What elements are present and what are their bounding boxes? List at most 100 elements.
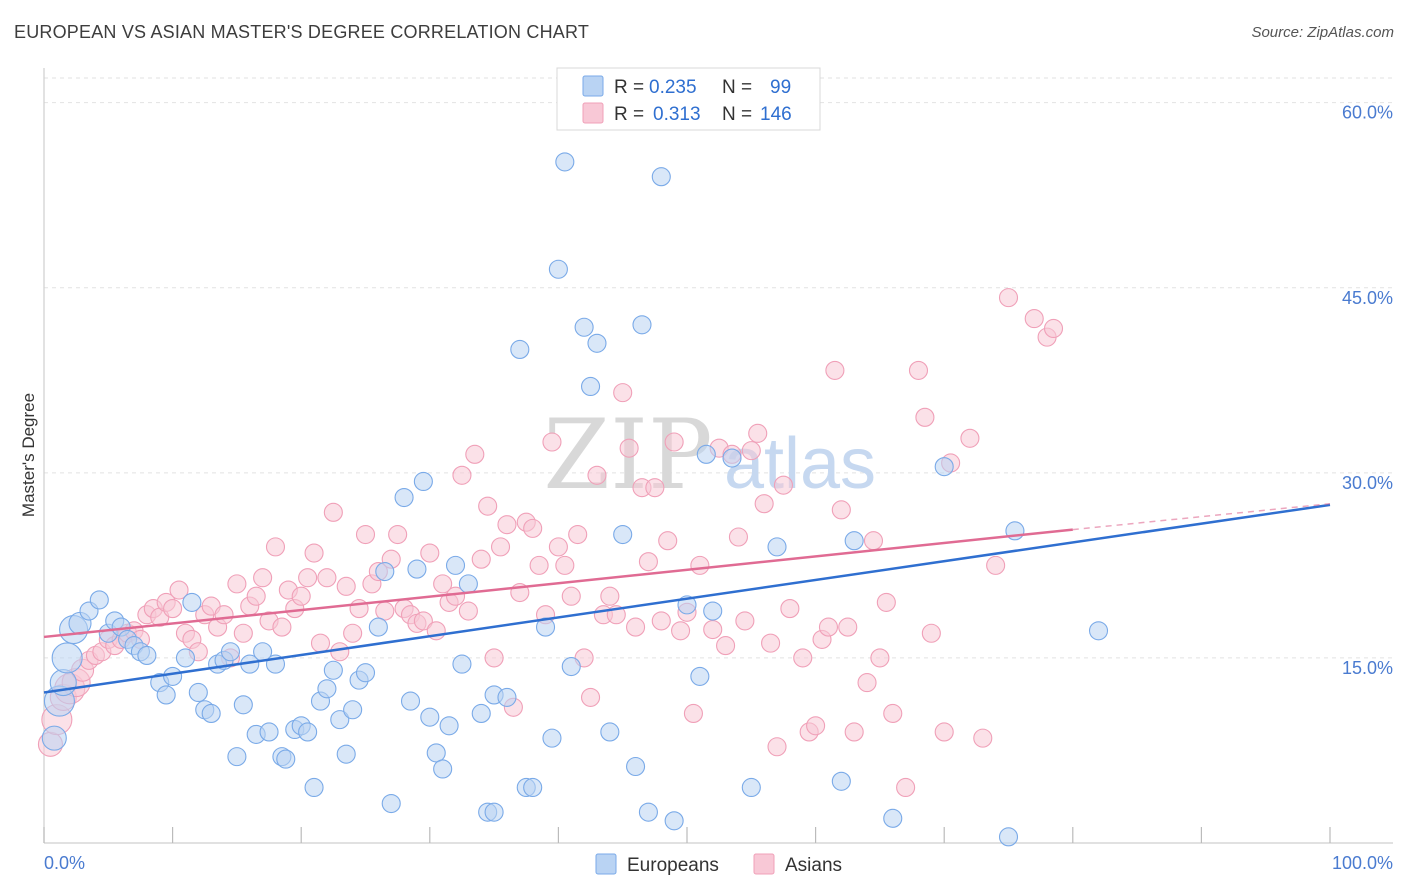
asians-point xyxy=(883,703,903,723)
europeans-point xyxy=(220,642,241,662)
europeans-point xyxy=(201,703,221,723)
europeans-point xyxy=(413,471,433,492)
legend-bottom-swatch-europeans xyxy=(595,853,617,875)
europeans-point xyxy=(696,444,716,464)
asians-point xyxy=(741,441,761,461)
asians-point xyxy=(233,623,253,643)
asians-point xyxy=(580,687,601,707)
legend-swatch-asians xyxy=(582,102,604,124)
asians-point xyxy=(844,722,864,742)
asians-point xyxy=(716,636,736,656)
asians-point xyxy=(561,586,581,606)
asians-point xyxy=(458,601,478,621)
asians-point xyxy=(413,611,433,631)
legend-r-value-asians: 0.313 xyxy=(653,104,701,125)
asians-point xyxy=(915,407,935,427)
asians-trend-line-extension xyxy=(1072,502,1331,531)
chart-title: EUROPEAN VS ASIAN MASTER'S DEGREE CORREL… xyxy=(14,22,590,42)
europeans-point xyxy=(548,259,568,279)
europeans-point xyxy=(613,524,633,545)
europeans-point xyxy=(523,777,543,798)
asians-point xyxy=(478,496,498,516)
asians-point xyxy=(600,586,620,606)
europeans-point xyxy=(375,561,395,582)
asians-point xyxy=(831,500,851,520)
europeans-point xyxy=(883,808,903,828)
europeans-point xyxy=(626,756,646,777)
asians-point xyxy=(671,621,691,641)
asians-point xyxy=(1043,318,1064,339)
asians-point xyxy=(690,555,710,575)
europeans-point xyxy=(703,601,723,621)
asians-point xyxy=(748,423,768,443)
asians-point xyxy=(529,555,549,575)
asians-point xyxy=(838,617,858,637)
asians-point xyxy=(664,432,684,452)
asians-point xyxy=(542,432,562,452)
asians-point xyxy=(298,568,318,588)
asians-point xyxy=(555,555,575,575)
europeans-point xyxy=(690,666,710,686)
europeans-point xyxy=(510,339,530,360)
asians-point xyxy=(857,673,877,693)
y-tick-label: 15.0% xyxy=(1342,658,1393,678)
asians-point xyxy=(523,518,543,538)
asians-point xyxy=(626,617,646,637)
asians-point xyxy=(310,633,331,653)
europeans-point xyxy=(182,592,202,612)
asians-point xyxy=(863,531,884,551)
europeans-point xyxy=(426,743,446,763)
europeans-point xyxy=(188,682,208,703)
asians-point xyxy=(767,737,787,757)
asians-point xyxy=(497,515,517,535)
asians-point xyxy=(806,716,826,736)
asians-point xyxy=(490,537,511,557)
asians-point xyxy=(973,728,993,748)
europeans-point xyxy=(41,725,67,751)
watermark-atlas: atlas xyxy=(724,424,876,504)
asians-point xyxy=(870,648,890,668)
europeans-point xyxy=(336,744,356,764)
europeans-point xyxy=(175,648,196,668)
asians-point xyxy=(986,555,1006,575)
asians-point xyxy=(728,527,748,547)
europeans-point xyxy=(156,685,176,705)
europeans-point xyxy=(484,802,504,822)
asians-point xyxy=(793,648,813,668)
asians-point xyxy=(645,478,665,498)
asians-point xyxy=(471,549,491,569)
trend-lines xyxy=(43,502,1331,694)
asians-point xyxy=(896,777,916,798)
europeans-point xyxy=(227,747,247,767)
asians-point xyxy=(291,586,311,606)
europeans-point xyxy=(439,716,459,736)
europeans-point xyxy=(343,700,363,720)
series-asians-points xyxy=(37,288,1064,798)
asians-point xyxy=(638,552,658,572)
asians-point xyxy=(246,586,266,606)
europeans-point xyxy=(276,749,296,769)
asians-point xyxy=(818,617,839,637)
europeans-point xyxy=(317,679,337,699)
europeans-point xyxy=(934,457,954,477)
europeans-point xyxy=(651,167,671,187)
asians-point xyxy=(465,444,485,464)
asians-point xyxy=(651,611,671,631)
europeans-point xyxy=(574,317,594,337)
asians-point xyxy=(265,537,286,557)
europeans-point xyxy=(555,152,575,172)
europeans-point xyxy=(137,645,157,666)
europeans-point xyxy=(561,657,581,677)
europeans-point xyxy=(259,722,279,742)
asians-point xyxy=(304,543,324,563)
x-tick-min: 0.0% xyxy=(44,853,85,873)
europeans-point xyxy=(400,691,421,711)
europeans-point xyxy=(844,531,864,551)
grid-lines: 15.0% 30.0% 45.0% 60.0% xyxy=(44,77,1393,678)
europeans-point xyxy=(433,759,453,779)
europeans-point xyxy=(831,771,851,791)
europeans-point xyxy=(323,660,343,680)
europeans-point xyxy=(664,811,684,831)
asians-point xyxy=(272,617,292,637)
